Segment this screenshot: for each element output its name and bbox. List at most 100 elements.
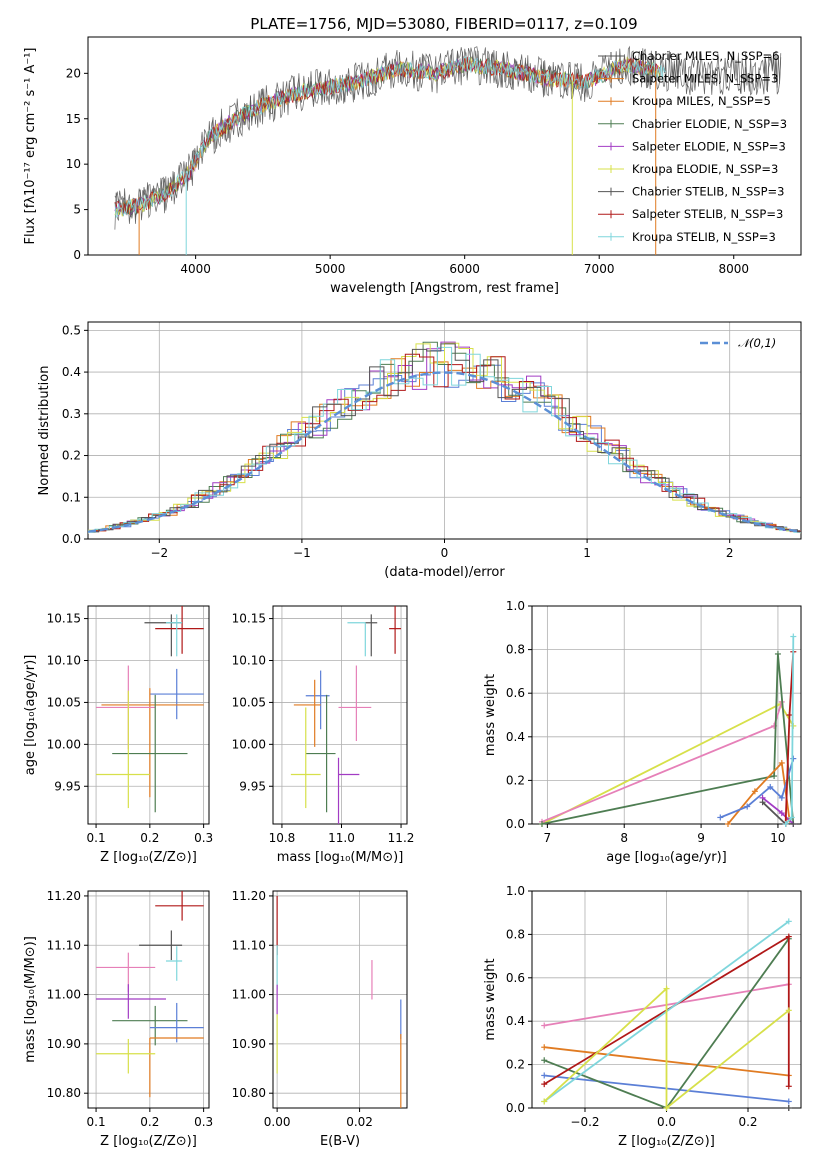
weight-line (727, 761, 791, 824)
age_vs_Z-ytick-label: 10.00 (47, 737, 81, 751)
weight_vs_age-ytick-label: 0.0 (506, 817, 525, 831)
mass_vs_EBV-ytick-label: 11.00 (232, 988, 266, 1002)
weight_vs_Z-ytick-label: 0.4 (506, 1014, 525, 1028)
age_vs_mass-ytick-label: 10.10 (232, 654, 266, 668)
weight_vs_Z-ytick-label: 0.6 (506, 971, 525, 985)
weight_vs_Z-ytick-label: 0.2 (506, 1058, 525, 1072)
age_vs_mass-grid (273, 606, 407, 824)
age_vs_mass-panel: 10.8 11.0 11.2 9.95 10.00 10.05 10.10 10.15 mass… (232, 605, 415, 865)
weight_vs_age-xtick-label: 7 (544, 831, 552, 845)
age_vs_mass-ytick-label: 10.05 (232, 695, 266, 709)
mass_vs_EBV-panel: 0.00 0.02 10.80 10.90 11.00 11.10 11.20 E(B-V) (232, 889, 408, 1149)
residuals-xtick-label: 1 (583, 546, 591, 560)
mass_vs_EBV-ytick-label: 11.10 (232, 938, 266, 952)
legend-entry: Kroupa ELODIE, N_SSP=3 (632, 162, 778, 176)
weight-line (543, 986, 790, 1108)
mass_vs_Z-panel: 0.1 0.2 0.3 10.80 10.90 11.00 11.10 11.20 Z [log… (23, 889, 213, 1149)
legend-entry: Chabrier STELIB, N_SSP=3 (632, 185, 784, 199)
mass_vs_EBV-ytick-label: 10.80 (232, 1086, 266, 1100)
age_vs_Z-xlabel: Z [log₁₀(Z/Z⊙)] (100, 850, 197, 865)
chart-title: PLATE=1756, MJD=53080, FIBERID=0117, z=0… (250, 15, 637, 33)
mass_vs_EBV-xtick-label: 0.02 (346, 1115, 373, 1129)
weight_vs_Z-xlabel: Z [log₁₀(Z/Z⊙)] (618, 1134, 715, 1149)
age_vs_mass-xtick-label: 11.0 (328, 831, 355, 845)
age_vs_mass-xtick-label: 11.2 (388, 831, 415, 845)
residuals-frame (87, 321, 802, 540)
residual-histogram (88, 353, 801, 532)
legend-entry: Chabrier MILES, N_SSP=6 (632, 49, 779, 63)
mass_vs_EBV-frame (272, 890, 408, 1109)
weight_vs_age-ytick-label: 0.4 (506, 730, 525, 744)
weight_vs_age-ytick-label: 0.8 (506, 643, 525, 657)
residuals-panel: −2 −1 0 1 2 0.0 0.1 0.2 0.3 0.4 0.5 (data-model)/er… (37, 321, 802, 580)
spectrum-ytick-label: 10 (66, 157, 81, 171)
legend-entry: Kroupa MILES, N_SSP=5 (632, 94, 771, 108)
weight_vs_Z-xtick-label: 0.0 (657, 1115, 676, 1129)
weight-line (541, 701, 783, 823)
residual-histogram (88, 346, 801, 533)
mass_vs_EBV-xlabel: E(B-V) (320, 1134, 360, 1149)
weight_vs_age-xtick-label: 9 (697, 831, 705, 845)
age_vs_Z-ylabel: age [log₁₀(age/yr)] (23, 655, 38, 776)
mass_vs_Z-xtick-label: 0.2 (140, 1115, 159, 1129)
spectrum-ytick-label: 20 (66, 66, 81, 80)
weight-line (541, 653, 795, 824)
spectrum-xtick-label: 4000 (180, 262, 211, 276)
age_vs_Z-ytick-label: 10.15 (47, 612, 81, 626)
mass_vs_Z-frame (87, 890, 210, 1109)
weight_vs_age-ytick-label: 1.0 (506, 599, 525, 613)
spectrum-line (114, 55, 666, 218)
weight_vs_Z-xtick-label: −0.2 (570, 1115, 599, 1129)
age_vs_mass-frame (272, 605, 408, 825)
residuals-ytick-label: 0.3 (62, 407, 81, 421)
age_vs_Z-xtick-label: 0.3 (194, 831, 213, 845)
residuals-ytick-label: 0.5 (62, 323, 81, 337)
weight_vs_Z-ytick-label: 1.0 (506, 884, 525, 898)
mass_vs_Z-xtick-label: 0.1 (87, 1115, 106, 1129)
weight_vs_age-ytick-label: 0.2 (506, 773, 525, 787)
weight_vs_Z-panel: −0.2 0.0 0.2 0.0 0.2 0.4 0.6 0.8 1.0 Z [log₁₀(Z/Z… (483, 884, 802, 1149)
weight_vs_Z-ylabel: mass weight (483, 958, 498, 1040)
weight-line (761, 801, 794, 824)
legend-entry: Chabrier ELODIE, N_SSP=3 (632, 117, 787, 131)
weight_vs_age-grid (532, 605, 801, 825)
age_vs_Z-ytick-label: 10.10 (47, 654, 81, 668)
residuals-xtick-label: −2 (150, 546, 168, 560)
age_vs_mass-xtick-label: 10.8 (269, 831, 296, 845)
weight_vs_age-xtick-label: 8 (620, 831, 628, 845)
spectrum-xtick-label: 8000 (718, 262, 749, 276)
weight_vs_age-ytick-label: 0.6 (506, 686, 525, 700)
spectrum-ytick-label: 15 (66, 112, 81, 126)
weight_vs_age-xlabel: age [log₁₀(age/yr)] (606, 850, 727, 865)
residuals-xtick-label: −1 (293, 546, 311, 560)
mass_vs_Z-ytick-label: 10.90 (47, 1037, 81, 1051)
weight_vs_age-ylabel: mass weight (483, 674, 498, 756)
legend-entry: Salpeter STELIB, N_SSP=3 (632, 207, 783, 221)
weight_vs_Z-xtick-label: 0.2 (738, 1115, 757, 1129)
age_vs_Z-frame (87, 605, 210, 825)
weight_vs_age-panel: 7 8 9 10 0.0 0.2 0.4 0.6 0.8 1.0 age [log₁₀(age/yr… (483, 599, 802, 865)
legend-entry: 𝒩(0,1) (738, 336, 776, 350)
spectrum-xtick-label: 6000 (449, 262, 480, 276)
legend-entry: Salpeter MILES, N_SSP=3 (632, 72, 778, 86)
age_vs_Z-xtick-label: 0.2 (140, 831, 159, 845)
residuals-ytick-label: 0.2 (62, 449, 81, 463)
mass_vs_Z-ytick-label: 11.20 (47, 889, 81, 903)
age_vs_Z-panel: 0.1 0.2 0.3 9.95 10.00 10.05 10.10 10.15 Z [log₁… (23, 605, 213, 865)
weight_vs_age-xtick-label: 10 (770, 831, 785, 845)
spectrum-xtick-label: 7000 (584, 262, 615, 276)
spectrum-panel: 4000 5000 6000 7000 8000 0 5 10 15 20 wavelength [… (23, 36, 802, 296)
age_vs_mass-ytick-label: 10.00 (232, 737, 266, 751)
mass_vs_Z-ytick-label: 11.10 (47, 938, 81, 952)
spectrum-ytick-label: 5 (73, 203, 81, 217)
mass_vs_Z-xlabel: Z [log₁₀(Z/Z⊙)] (100, 1134, 197, 1149)
spectrum-xtick-label: 5000 (315, 262, 346, 276)
mass_vs_Z-ytick-label: 10.80 (47, 1086, 81, 1100)
weight_vs_Z-ytick-label: 0.0 (506, 1101, 525, 1115)
spectrum-ytick-label: 0 (73, 248, 81, 262)
normal-curve (88, 371, 801, 533)
residuals-xlabel: (data-model)/error (384, 565, 505, 580)
age_vs_Z-grid (88, 606, 209, 824)
age_vs_mass-xlabel: mass [log₁₀(M/M⊙)] (277, 850, 404, 865)
spectrum-ylabel: Flux [fλ10⁻¹⁷ erg cm⁻² s⁻¹ A⁻¹] (23, 48, 38, 245)
